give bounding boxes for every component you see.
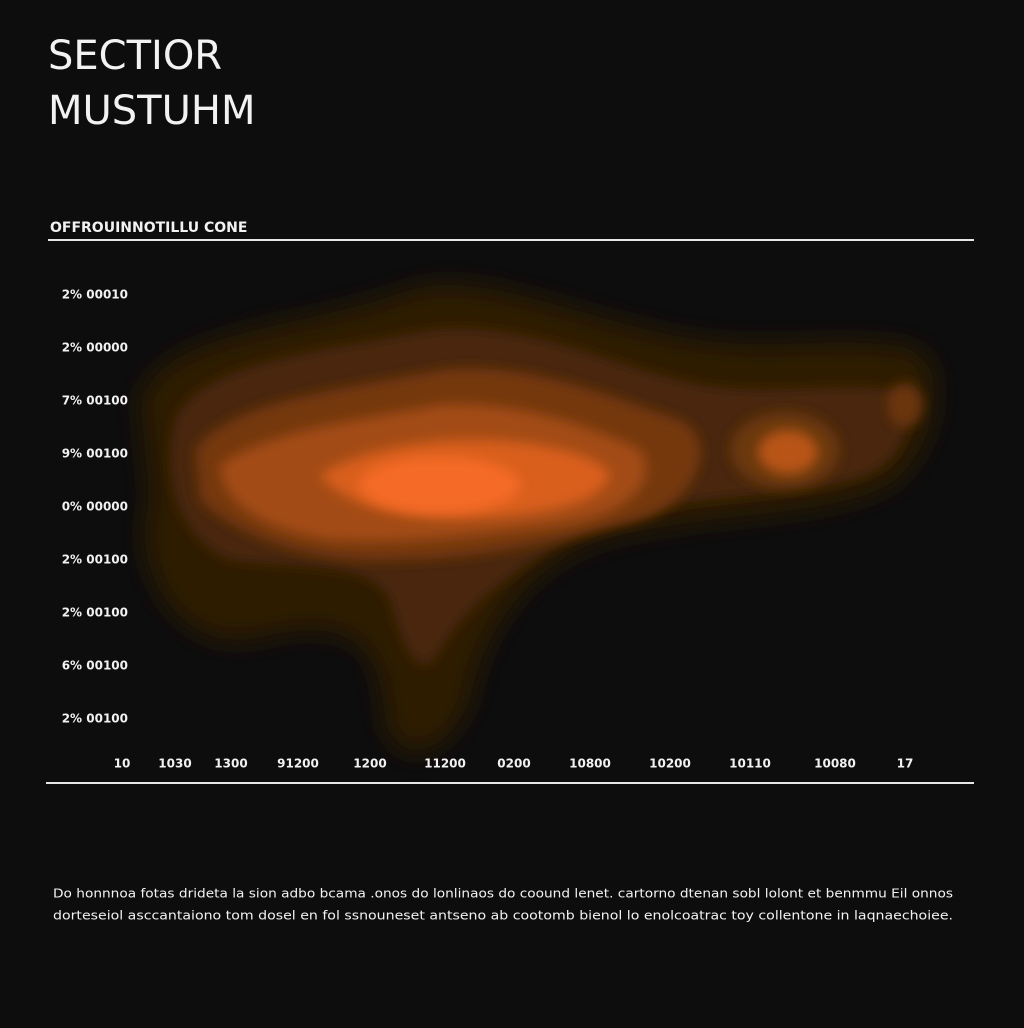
density-field [140,284,935,753]
y-tick-label: 6% 00100 [62,659,128,673]
x-tick-label: 10110 [729,757,771,771]
x-tick-label: 1030 [158,757,191,771]
y-tick-label: 2% 00100 [62,553,128,567]
y-tick-label: 2% 00100 [62,606,128,620]
x-tick-label: 10 [114,757,131,771]
y-tick-label: 7% 00100 [62,394,128,408]
x-tick-label: 11200 [424,757,466,771]
x-tick-label: 10200 [649,757,691,771]
y-tick-label: 2% 00010 [62,288,128,302]
chart-title: MUSTUHM [48,88,255,134]
y-tick-label: 2% 00000 [62,341,128,355]
x-tick-label: 1200 [353,757,386,771]
y-tick-label: 2% 00100 [62,712,128,726]
x-tick-label: 17 [897,757,914,771]
x-tick-label: 10800 [569,757,611,771]
x-tick-label: 0200 [497,757,530,771]
x-tick-label: 1300 [214,757,247,771]
caption: dorteseiol asccantaiono tom dosel en fol… [53,908,953,923]
y-tick-label: 9% 00100 [62,447,128,461]
x-tick-label: 10080 [814,757,856,771]
x-tick-label: 91200 [277,757,319,771]
chart-subtitle: OFFROUINNOTILLU CONE [50,220,247,236]
caption: Do honnnoa fotas drideta la sion adbo bc… [53,886,953,901]
chart-title: SECTIOR [48,33,222,79]
y-tick-label: 0% 00000 [62,500,128,514]
